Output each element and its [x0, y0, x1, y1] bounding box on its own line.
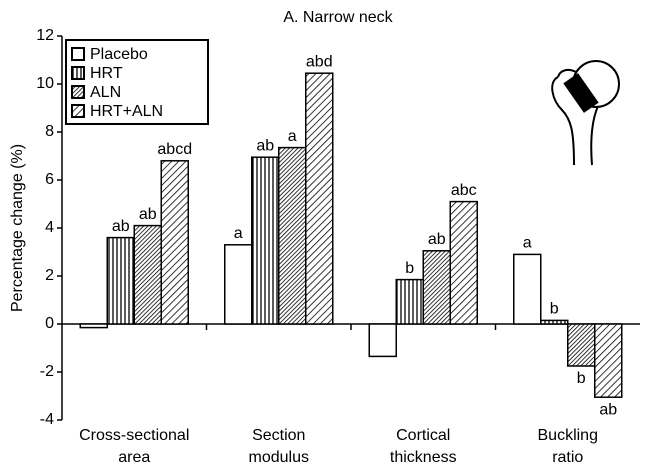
y-tick-label: 10 — [36, 75, 54, 92]
y-tick-label: 8 — [45, 123, 54, 140]
bar — [160, 160, 189, 325]
data-label: ab — [256, 137, 274, 154]
x-tick-label-line: ratio — [552, 449, 583, 466]
y-tick-label: 0 — [45, 315, 54, 332]
data-label: a — [288, 128, 297, 145]
legend-label: HRT+ALN — [90, 103, 163, 120]
bar — [395, 278, 424, 325]
x-tick-label: Section modulus — [249, 427, 309, 466]
chart-title: A. Narrow neck — [283, 9, 393, 26]
legend-swatch — [71, 47, 85, 61]
bar — [79, 323, 108, 329]
bar — [368, 323, 397, 358]
data-label: abcd — [157, 141, 192, 158]
data-label: a — [234, 225, 243, 242]
data-label: b — [405, 260, 414, 277]
data-label: ab — [139, 206, 157, 223]
x-tick-label-line: Buckling — [538, 427, 598, 444]
x-tick-label: Cortical thickness — [390, 427, 457, 466]
bar — [278, 146, 307, 325]
bar — [540, 319, 569, 325]
data-label: b — [577, 370, 586, 387]
y-tick-label: -4 — [40, 411, 54, 428]
legend-label: Placebo — [90, 46, 148, 63]
x-tick-label: Buckling ratio — [538, 427, 598, 466]
y-tick-label: -2 — [40, 363, 54, 380]
y-tick-label: 6 — [45, 171, 54, 188]
y-tick-label: 2 — [45, 267, 54, 284]
bar — [305, 72, 334, 325]
x-tick-label-line: Cortical — [396, 427, 450, 444]
x-tick-label-line: modulus — [249, 449, 309, 466]
legend-label: HRT — [90, 65, 123, 82]
bar — [513, 253, 542, 325]
data-label: abd — [306, 53, 333, 70]
y-tick-label: 12 — [36, 27, 54, 44]
legend-swatch — [71, 104, 85, 118]
x-tick-label-line: Cross-sectional — [79, 427, 189, 444]
data-label: ab — [112, 218, 130, 235]
bar — [422, 250, 451, 325]
bar — [567, 323, 596, 367]
legend-swatch — [71, 66, 85, 80]
bar — [251, 156, 280, 325]
data-label: a — [523, 235, 532, 252]
legend-swatch — [71, 85, 85, 99]
bar — [224, 244, 253, 325]
legend-box — [65, 39, 209, 125]
data-label: abc — [451, 182, 477, 199]
data-label: ab — [599, 401, 617, 418]
x-tick-label-line: area — [118, 449, 150, 466]
bar — [449, 200, 478, 325]
legend-label: ALN — [90, 84, 121, 101]
bar — [594, 323, 623, 398]
bar — [106, 236, 135, 325]
data-label: ab — [428, 231, 446, 248]
x-tick-label-line: Section — [252, 427, 305, 444]
data-label: b — [550, 301, 559, 318]
y-axis-label: Percentage change (%) — [9, 144, 26, 312]
y-tick-label: 4 — [45, 219, 54, 236]
bar — [133, 224, 162, 325]
x-tick-label-line: thickness — [390, 449, 457, 466]
femur-icon — [551, 60, 620, 166]
x-tick-label: Cross-sectional area — [79, 427, 189, 466]
